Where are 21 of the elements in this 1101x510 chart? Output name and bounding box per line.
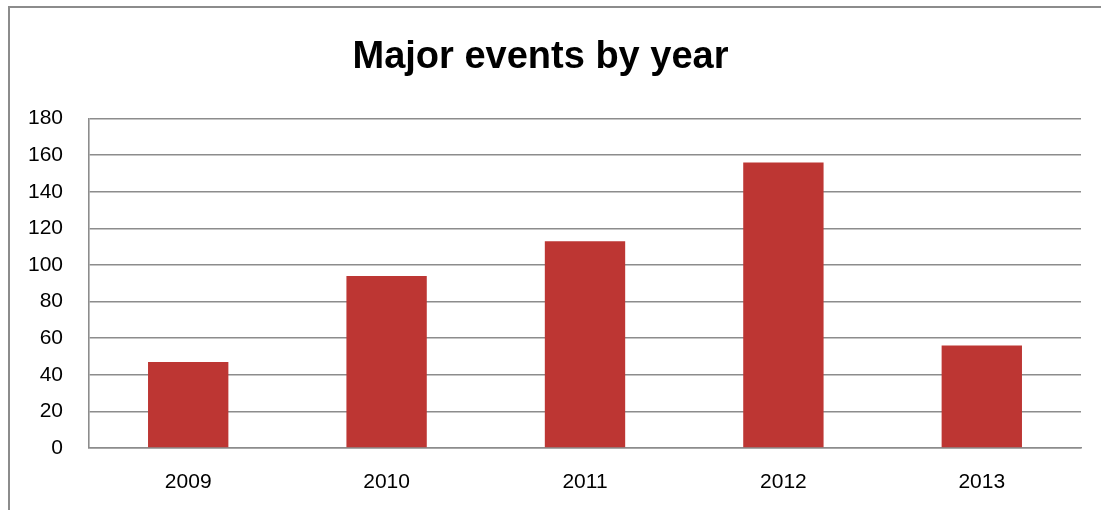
y-tick-label: 40 <box>39 361 63 385</box>
x-tick-label: 2011 <box>562 469 608 493</box>
y-tick-label: 120 <box>27 215 63 239</box>
x-tick-label: 2010 <box>363 469 410 493</box>
x-tick-label: 2012 <box>760 469 807 493</box>
y-tick-label: 80 <box>39 288 63 312</box>
y-tick-label: 180 <box>27 105 63 129</box>
bar <box>148 361 229 448</box>
bar <box>544 241 626 448</box>
y-tick-label: 160 <box>27 142 63 165</box>
y-tick-label: 20 <box>39 398 63 422</box>
y-tick-label: 100 <box>27 251 63 275</box>
y-tick-label: 60 <box>39 325 63 348</box>
bar <box>941 345 1022 448</box>
y-tick-label: 0 <box>51 434 63 458</box>
x-tick-label: 2013 <box>958 469 1006 493</box>
y-tick-label: 140 <box>27 178 63 202</box>
bar <box>743 162 824 448</box>
x-tick-label: 2009 <box>164 469 212 493</box>
bar <box>346 275 427 448</box>
chart-title: Major events by year <box>352 34 729 77</box>
